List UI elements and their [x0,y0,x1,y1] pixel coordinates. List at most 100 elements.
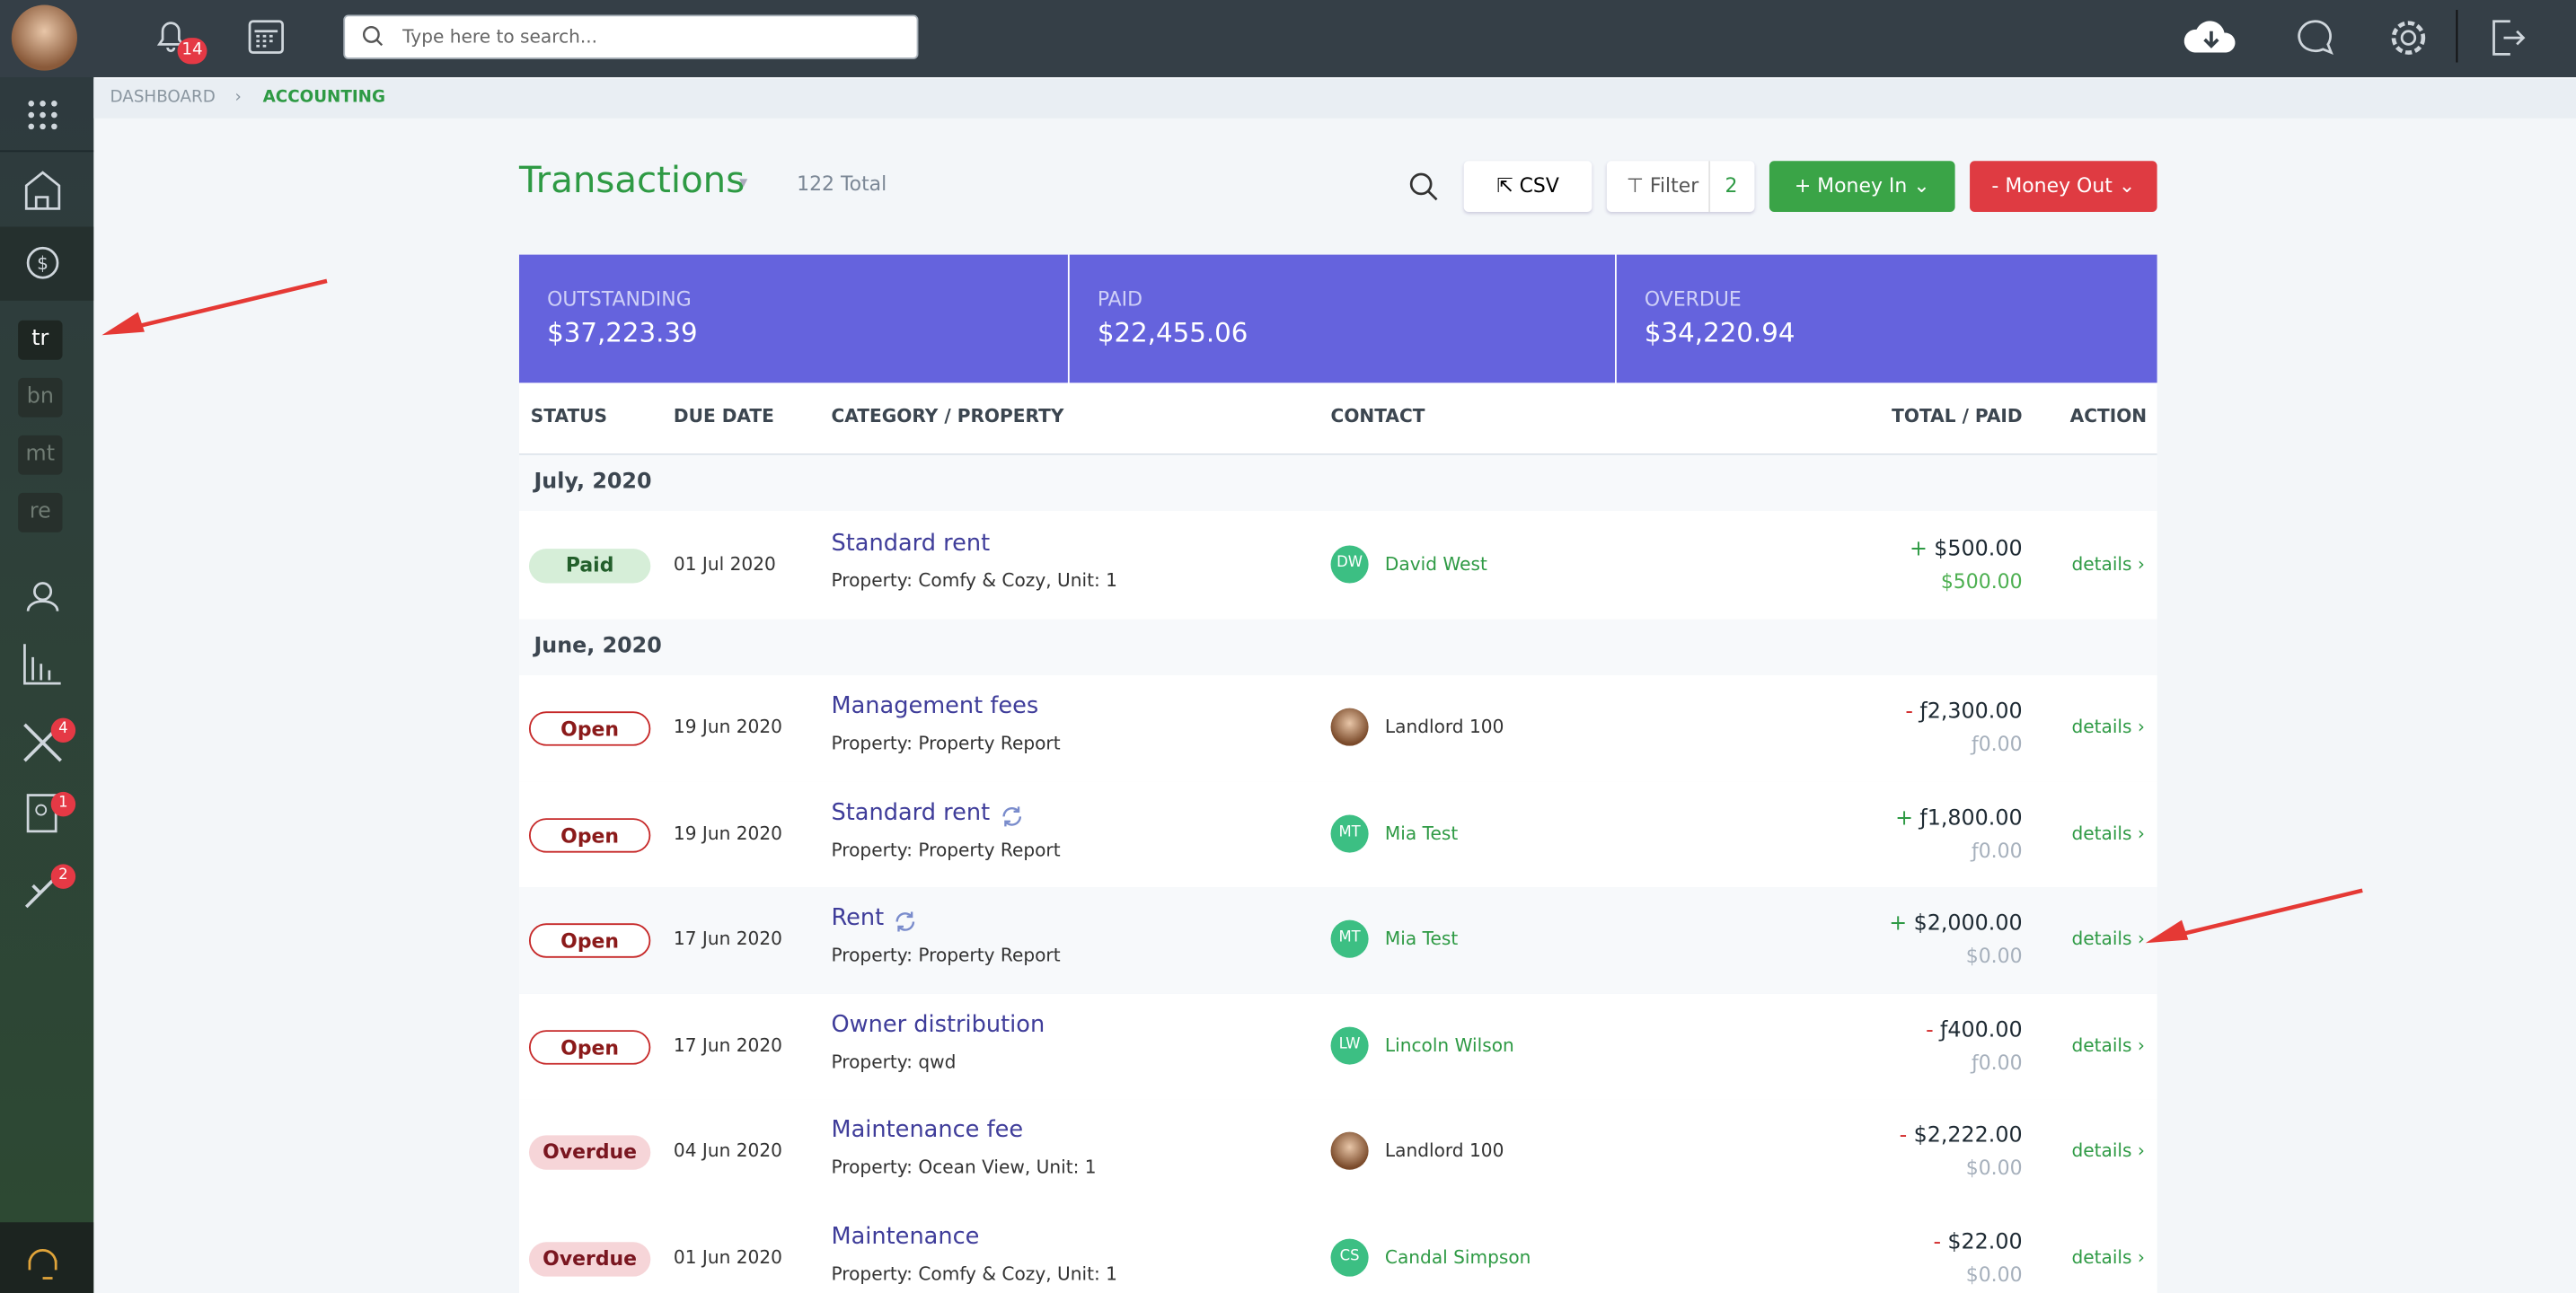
paid-amount: ƒ0.00 [1971,733,2023,757]
status-pill: Overdue [528,1241,651,1277]
summary-value: $22,455.06 [1097,317,1248,348]
transactions-card: OUTSTANDING $37,223.39 PAID $22,455.06 OVERD… [518,254,2157,1293]
recurring-icon [895,911,915,932]
label: CSV [1519,173,1559,198]
details-link[interactable]: details › [2071,1034,2145,1057]
nav-item[interactable]: bn [18,377,63,418]
contact-name[interactable]: Mia Test [1384,822,1459,845]
breadcrumb: DASHBOARD › ACCOUNTING [93,78,2576,119]
details-link[interactable]: details › [2071,1246,2145,1269]
details-link[interactable]: details › [2071,928,2145,951]
calendar-icon[interactable] [248,18,284,54]
contact-avatar: LW [1330,1026,1369,1065]
total: - ƒ400.00 [1926,1018,2023,1042]
amount: $500.00 [1934,537,2023,562]
column-header: STATUS [530,405,608,427]
details-link[interactable]: details › [2071,1140,2145,1163]
contact-name[interactable]: Landlord 100 [1384,1140,1504,1163]
logout-icon[interactable] [2487,16,2527,59]
title-caret[interactable]: ▾ [739,173,748,193]
transaction-row: Open 19 Jun 2020 Management fees Property: … [518,675,2157,783]
csv-button[interactable]: ⇱ CSV [1463,161,1592,213]
contact-name[interactable]: Lincoln Wilson [1384,1034,1514,1057]
filter-count: 2 [1725,173,1738,198]
nav-item[interactable]: tr [18,320,63,360]
settings-icon[interactable] [2387,16,2430,59]
summary-label: PAID [1097,287,1143,311]
search-icon[interactable] [1408,171,1442,204]
due-date: 01 Jul 2020 [673,553,776,576]
transaction-row: Open 17 Jun 2020 Rent Property: Property Re… [518,887,2157,995]
amount: $22.00 [1947,1229,2023,1255]
status-pill: Paid [528,549,651,584]
contact-name[interactable]: David West [1384,553,1487,576]
recurring-icon [1002,805,1022,826]
summary-box: PAID $22,455.06 [1069,254,1615,383]
category[interactable]: Standard rent [832,800,1022,826]
badge: 4 [50,717,76,743]
summary-value: $37,223.39 [547,317,698,348]
sign: - [1899,1123,1908,1149]
status-pill: Open [528,923,651,959]
amount: $2,000.00 [1913,911,2023,937]
sign: - [1933,1229,1942,1255]
paid-amount: ƒ0.00 [1971,1051,2023,1075]
property: Property: Comfy & Cozy, Unit: 1 [831,1262,1118,1285]
amount: ƒ1,800.00 [1919,805,2023,831]
label: + Money In [1794,173,1908,198]
badge: 2 [50,864,76,889]
column-header: TOTAL / PAID [1892,405,2023,427]
category[interactable]: Maintenance fee [831,1117,1024,1144]
property: Property: Property Report [831,839,1061,861]
contact-avatar: MT [1330,920,1369,959]
category[interactable]: Maintenance [831,1223,980,1250]
chat-icon[interactable] [2293,16,2336,59]
category[interactable]: Standard rent [831,530,991,558]
property: Property: qwd [831,1051,957,1073]
category[interactable]: Rent [832,906,915,932]
sign: - [1905,699,1914,726]
transaction-row: Open 19 Jun 2020 Standard rent Property: Pr… [518,781,2157,889]
column-header: DUE DATE [673,405,774,427]
contact-name[interactable]: Mia Test [1384,928,1459,951]
crumb-sep: › [234,88,242,107]
sign: + [1909,537,1928,562]
download-icon[interactable] [2182,16,2241,59]
filter-button[interactable]: ⊤ Filter 2 [1606,161,1755,213]
contact-avatar: DW [1330,545,1369,584]
status-pill: Open [528,817,651,853]
category[interactable]: Owner distribution [831,1011,1045,1038]
paid-amount: ƒ0.00 [1971,839,2023,863]
details-link[interactable]: details › [2071,717,2145,738]
page-title: Transactions [518,161,745,203]
summary-box: OVERDUE $34,220.94 [1616,254,2157,383]
crumb[interactable]: DASHBOARD [110,88,216,107]
sign: - [1926,1017,1934,1043]
search-box[interactable]: Type here to search... [343,14,919,59]
header-rule [518,453,2157,455]
total: + $500.00 [1910,537,2023,561]
group-label: July, 2020 [518,454,2157,512]
sidebar-icons: $ [0,100,94,1293]
money-in-button[interactable]: + Money In ⌄ [1769,161,1955,213]
money-out-button[interactable]: - Money Out ⌄ [1970,161,2157,213]
nav-item[interactable]: re [18,492,63,532]
contact-name[interactable]: Landlord 100 [1384,717,1504,738]
paid-amount: $0.00 [1965,1157,2023,1181]
bell-icon[interactable] [151,16,190,56]
category[interactable]: Management fees [831,693,1039,720]
status-pill: Overdue [528,1135,651,1171]
summary-value: $34,220.94 [1644,317,1795,348]
nav-item[interactable]: mt [18,435,63,475]
due-date: 17 Jun 2020 [673,928,782,951]
details-link[interactable]: details › [2071,553,2145,576]
details-link[interactable]: details › [2071,822,2145,845]
paid-amount: $0.00 [1965,945,2023,969]
topbar: 14 Type here to search... [0,0,2576,77]
contact-avatar [1330,708,1369,747]
paid-amount: $0.00 [1965,1262,2023,1287]
user-avatar[interactable] [11,4,77,71]
contact-name[interactable]: Candal Simpson [1384,1246,1531,1269]
